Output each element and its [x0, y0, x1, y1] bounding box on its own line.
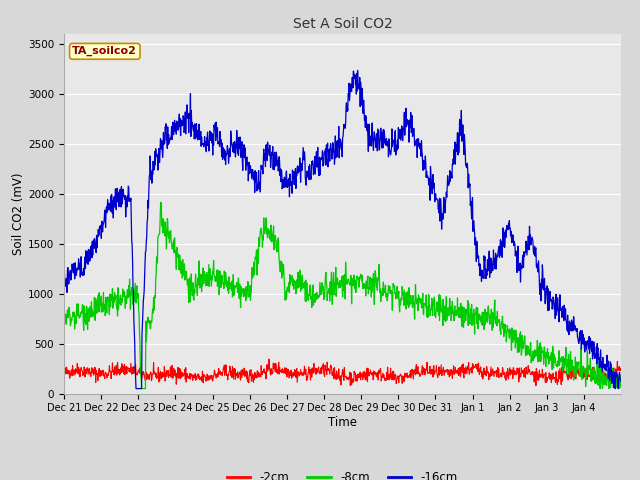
X-axis label: Time: Time — [328, 416, 357, 429]
Legend: -2cm, -8cm, -16cm: -2cm, -8cm, -16cm — [222, 466, 463, 480]
Text: TA_soilco2: TA_soilco2 — [72, 46, 137, 57]
Y-axis label: Soil CO2 (mV): Soil CO2 (mV) — [12, 172, 25, 255]
Title: Set A Soil CO2: Set A Soil CO2 — [292, 17, 392, 31]
